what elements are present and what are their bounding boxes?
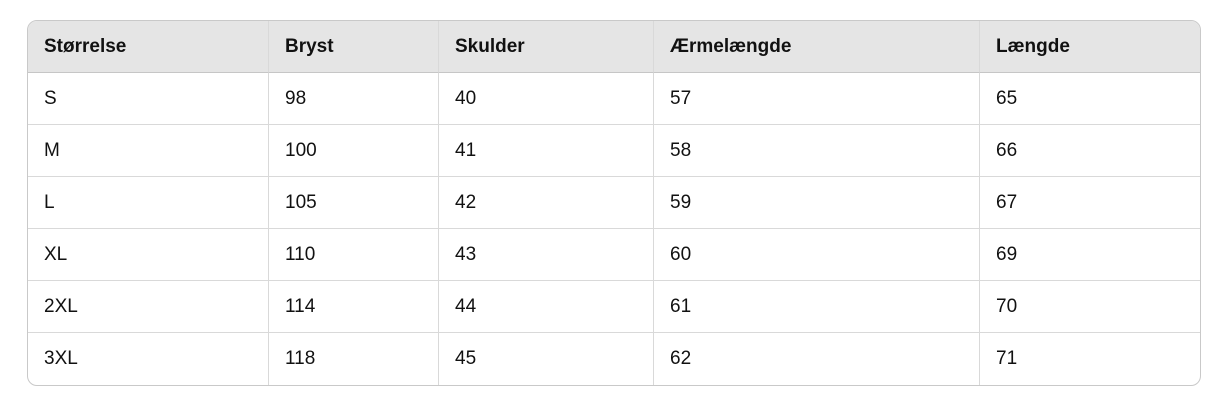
cell-size: L: [28, 177, 269, 229]
cell-chest: 114: [269, 281, 439, 333]
column-header-length: Længde: [980, 21, 1200, 73]
table-header-row: Størrelse Bryst Skulder Ærmelængde Længd…: [28, 21, 1200, 73]
table-row: XL 110 43 60 69: [28, 229, 1200, 281]
cell-chest: 110: [269, 229, 439, 281]
table-row: 2XL 114 44 61 70: [28, 281, 1200, 333]
cell-length: 67: [980, 177, 1200, 229]
cell-sleeve-length: 61: [654, 281, 980, 333]
cell-sleeve-length: 59: [654, 177, 980, 229]
cell-sleeve-length: 57: [654, 73, 980, 125]
cell-shoulder: 40: [439, 73, 654, 125]
cell-sleeve-length: 62: [654, 333, 980, 385]
cell-size: 3XL: [28, 333, 269, 385]
cell-size: XL: [28, 229, 269, 281]
cell-length: 70: [980, 281, 1200, 333]
cell-sleeve-length: 58: [654, 125, 980, 177]
cell-chest: 118: [269, 333, 439, 385]
column-header-shoulder: Skulder: [439, 21, 654, 73]
cell-sleeve-length: 60: [654, 229, 980, 281]
table-row: S 98 40 57 65: [28, 73, 1200, 125]
cell-chest: 105: [269, 177, 439, 229]
column-header-size: Størrelse: [28, 21, 269, 73]
cell-length: 69: [980, 229, 1200, 281]
cell-shoulder: 43: [439, 229, 654, 281]
cell-size: M: [28, 125, 269, 177]
cell-chest: 100: [269, 125, 439, 177]
cell-shoulder: 44: [439, 281, 654, 333]
column-header-chest: Bryst: [269, 21, 439, 73]
cell-length: 71: [996, 348, 1018, 369]
table-row: 3XL 118 45 62 71: [28, 333, 1200, 385]
cell-size: S: [28, 73, 269, 125]
column-header-sleeve-length: Ærmelængde: [654, 21, 980, 73]
cell-shoulder: 42: [439, 177, 654, 229]
cell-length: 65: [980, 73, 1200, 125]
cell-size: 2XL: [28, 281, 269, 333]
cell-length: 66: [980, 125, 1200, 177]
cell-shoulder: 45: [439, 333, 654, 385]
cell-chest: 98: [269, 73, 439, 125]
table-row: L 105 42 59 67: [28, 177, 1200, 229]
table-row: M 100 41 58 66: [28, 125, 1200, 177]
size-chart-table: Størrelse Bryst Skulder Ærmelængde Længd…: [27, 20, 1201, 386]
cell-shoulder: 41: [439, 125, 654, 177]
